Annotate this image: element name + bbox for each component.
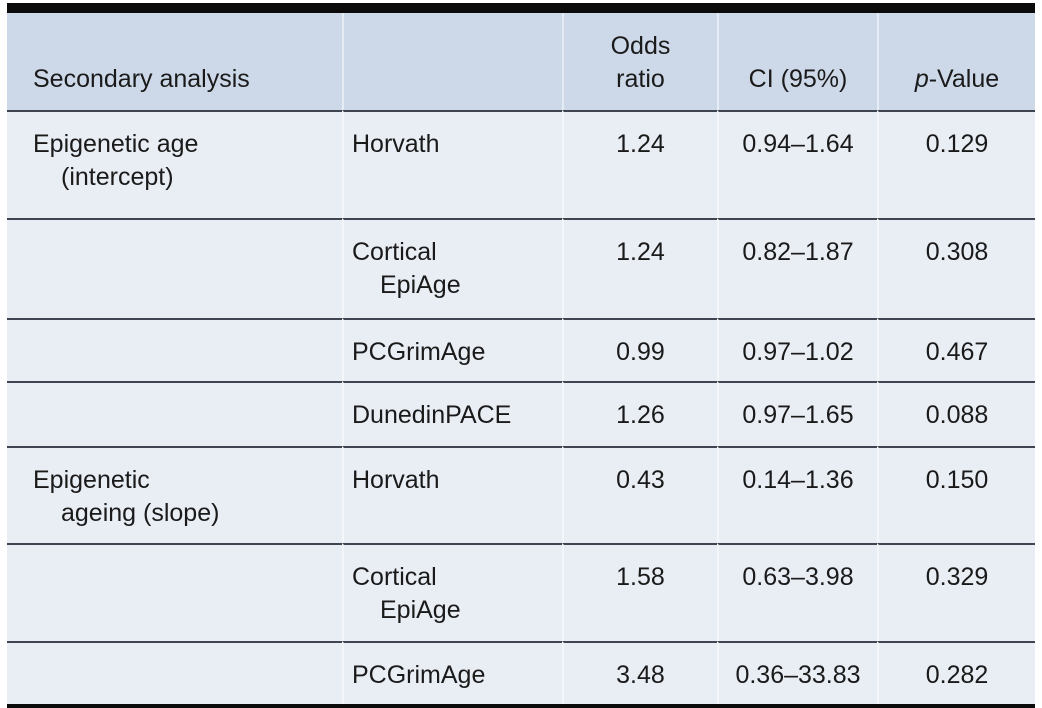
header-p-italic: p <box>914 65 929 93</box>
table-row: DunedinPACE 1.26 0.97–1.65 0.088 <box>7 381 1035 446</box>
header-clock-column <box>342 13 562 110</box>
p-value: 0.129 <box>877 110 1035 218</box>
group-cell <box>7 318 342 381</box>
odds-ratio-value: 3.48 <box>562 641 717 704</box>
group-cell: Epigenetic age (intercept) <box>7 110 342 218</box>
odds-ratio-value: 0.99 <box>562 318 717 381</box>
header-ci: CI (95%) <box>717 13 877 110</box>
group-line2: (intercept) <box>61 163 174 191</box>
odds-ratio-value: 1.58 <box>562 543 717 641</box>
clock-cell: Cortical EpiAge <box>342 543 562 641</box>
clock-line1: Cortical <box>352 563 437 591</box>
ci-value: 0.97–1.02 <box>717 318 877 381</box>
header-odds-line2: ratio <box>616 65 665 93</box>
p-value: 0.088 <box>877 381 1035 446</box>
odds-ratio-value: 1.24 <box>562 218 717 318</box>
p-value: 0.467 <box>877 318 1035 381</box>
table-row: Cortical EpiAge 1.24 0.82–1.87 0.308 <box>7 218 1035 318</box>
clock-line1: Horvath <box>352 466 440 494</box>
table-header: Secondary analysis Odds ratio CI (95%) p… <box>7 13 1035 110</box>
table-row: PCGrimAge 0.99 0.97–1.02 0.467 <box>7 318 1035 381</box>
group-line1: Epigenetic <box>33 466 150 494</box>
clock-line2: EpiAge <box>380 271 461 299</box>
clock-line1: Horvath <box>352 130 440 158</box>
table-bottom-rule <box>7 704 1035 708</box>
ci-value: 0.82–1.87 <box>717 218 877 318</box>
header-p-value: p-Value <box>877 13 1035 110</box>
group-cell: Epigenetic ageing (slope) <box>7 446 342 543</box>
group-cell <box>7 543 342 641</box>
clock-cell: Cortical EpiAge <box>342 218 562 318</box>
p-value: 0.150 <box>877 446 1035 543</box>
results-table-wrap: Secondary analysis Odds ratio CI (95%) p… <box>7 3 1035 708</box>
header-row: Secondary analysis Odds ratio CI (95%) p… <box>7 13 1035 110</box>
odds-ratio-value: 1.26 <box>562 381 717 446</box>
ci-value: 0.63–3.98 <box>717 543 877 641</box>
table-row: Cortical EpiAge 1.58 0.63–3.98 0.329 <box>7 543 1035 641</box>
table-row: Epigenetic ageing (slope) Horvath 0.43 0… <box>7 446 1035 543</box>
group-line1: Epigenetic age <box>33 130 199 158</box>
ci-value: 0.14–1.36 <box>717 446 877 543</box>
clock-line1: PCGrimAge <box>352 338 486 366</box>
ci-value: 0.97–1.65 <box>717 381 877 446</box>
clock-cell: PCGrimAge <box>342 641 562 704</box>
ci-value: 0.36–33.83 <box>717 641 877 704</box>
clock-cell: Horvath <box>342 110 562 218</box>
group-line2: ageing (slope) <box>61 499 220 527</box>
table-body: Epigenetic age (intercept) Horvath 1.24 … <box>7 110 1035 704</box>
table-row: Epigenetic age (intercept) Horvath 1.24 … <box>7 110 1035 218</box>
p-value: 0.282 <box>877 641 1035 704</box>
header-secondary-analysis: Secondary analysis <box>7 13 342 110</box>
clock-cell: PCGrimAge <box>342 318 562 381</box>
group-cell <box>7 381 342 446</box>
table-top-rule <box>7 3 1035 13</box>
header-odds-ratio: Odds ratio <box>562 13 717 110</box>
header-ci-label: CI (95%) <box>748 65 848 93</box>
secondary-analysis-table: Secondary analysis Odds ratio CI (95%) p… <box>7 13 1035 704</box>
p-value: 0.308 <box>877 218 1035 318</box>
group-cell <box>7 641 342 704</box>
header-odds-line1: Odds <box>610 32 671 60</box>
group-cell <box>7 218 342 318</box>
ci-value: 0.94–1.64 <box>717 110 877 218</box>
odds-ratio-value: 0.43 <box>562 446 717 543</box>
clock-cell: Horvath <box>342 446 562 543</box>
table-row: PCGrimAge 3.48 0.36–33.83 0.282 <box>7 641 1035 704</box>
clock-line1: Cortical <box>352 238 437 266</box>
header-secondary-analysis-label: Secondary analysis <box>33 65 250 93</box>
clock-line1: PCGrimAge <box>352 661 486 689</box>
clock-cell: DunedinPACE <box>342 381 562 446</box>
header-p-rest: -Value <box>928 65 1000 93</box>
clock-line2: EpiAge <box>380 596 461 624</box>
odds-ratio-value: 1.24 <box>562 110 717 218</box>
clock-line1: DunedinPACE <box>352 401 512 429</box>
p-value: 0.329 <box>877 543 1035 641</box>
